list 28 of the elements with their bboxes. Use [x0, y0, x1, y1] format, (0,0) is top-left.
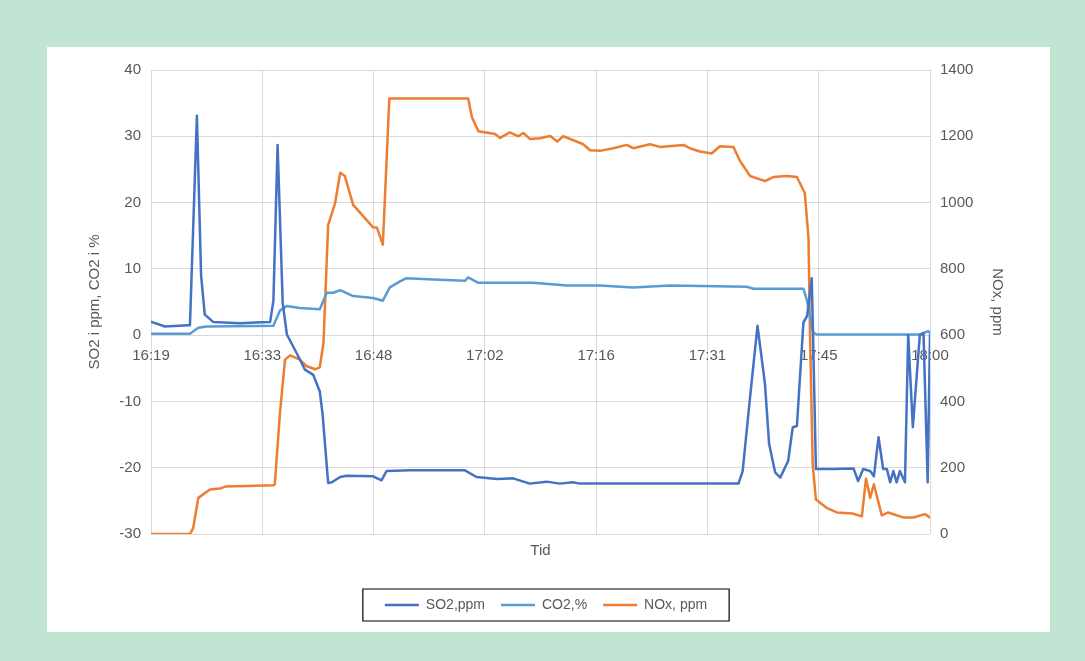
y2-tick-label: 600	[940, 325, 966, 343]
x-tick-label: 16:33	[243, 346, 282, 364]
y-tick-label: 40	[124, 60, 141, 78]
x-tick-label: 16:48	[354, 346, 393, 364]
legend-label: CO2,%	[542, 595, 588, 612]
y-tick-label: -30	[119, 524, 141, 542]
y2-tick-label: 400	[940, 391, 966, 409]
y2-axis-title: NOx, ppm	[989, 268, 1007, 336]
y-axis-title: SO2 i ppm, CO2 i %	[85, 234, 103, 370]
y2-tick-label: 1000	[940, 192, 974, 210]
y2-tick-label: 1200	[940, 126, 974, 144]
y2-tick-label: 1400	[940, 60, 974, 78]
y-tick-label: -20	[119, 457, 141, 475]
y-tick-label: 20	[124, 192, 141, 210]
y-tick-label: -10	[119, 391, 141, 409]
x-tick-label: 17:16	[577, 346, 615, 364]
y-tick-label: 0	[132, 325, 141, 343]
y-tick-label: 30	[124, 126, 141, 144]
legend-label: NOx, ppm	[644, 595, 708, 612]
y-tick-label: 10	[124, 259, 141, 276]
x-tick-label: 17:02	[466, 346, 504, 364]
x-tick-label: 16:19	[132, 346, 170, 364]
y2-tick-label: 800	[940, 259, 966, 276]
legend-label: SO2,ppm	[425, 595, 485, 612]
y2-tick-label: 200	[940, 457, 966, 475]
y2-tick-label: 0	[940, 524, 949, 542]
x-tick-label: 17:31	[688, 346, 727, 364]
x-axis-title: Tid	[530, 541, 551, 559]
